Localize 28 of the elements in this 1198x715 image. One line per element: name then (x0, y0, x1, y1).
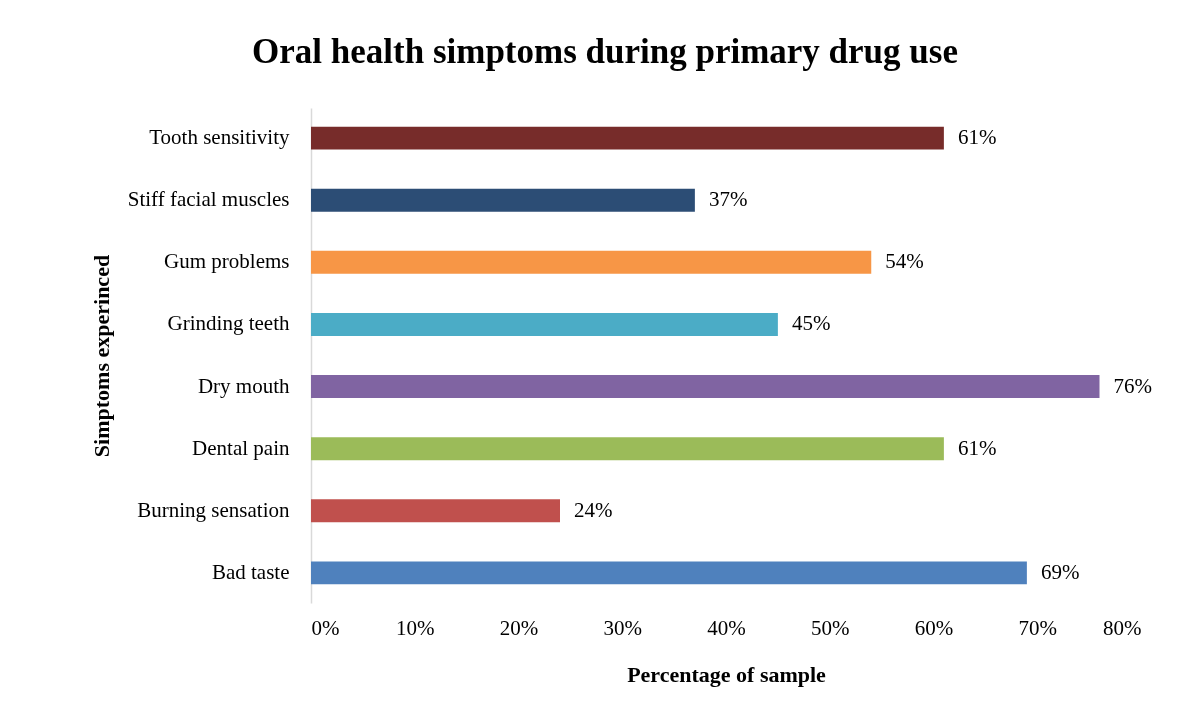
y-tick-label: Gum problems (164, 249, 290, 274)
y-axis-title: Simptoms experinced (88, 254, 114, 458)
x-tick-label: 70% (1018, 615, 1057, 640)
data-label: 76% (1113, 373, 1152, 398)
y-tick-label: Grinding teeth (167, 311, 290, 336)
y-tick-label: Tooth sensitivity (149, 125, 290, 150)
x-tick-label: 10% (396, 615, 435, 640)
y-tick-label: Dental pain (192, 435, 290, 460)
data-label: 69% (1040, 559, 1080, 584)
data-label: 61% (957, 435, 997, 460)
chart-title: Oral health simptoms during primary drug use (252, 32, 958, 71)
data-label: 24% (574, 497, 613, 522)
x-tick-label: 0% (311, 615, 340, 640)
y-tick-label: Burning sensation (137, 497, 290, 522)
x-tick-label: 80% (1103, 615, 1142, 640)
y-tick-label: Dry mouth (197, 373, 290, 398)
x-tick-label: 30% (603, 615, 642, 640)
x-tick-label: 20% (499, 615, 539, 640)
x-axis-title: Percentage of sample (627, 661, 827, 687)
data-label: 54% (885, 249, 924, 274)
y-tick-label: Stiff facial muscles (127, 187, 290, 212)
x-tick-label: 40% (707, 615, 746, 640)
x-tick-label: 60% (914, 615, 954, 640)
y-tick-label: Bad taste (211, 559, 290, 584)
data-label: 37% (708, 187, 748, 212)
x-tick-label: 50% (811, 615, 850, 640)
data-label: 61% (957, 125, 997, 150)
data-label: 45% (791, 311, 831, 336)
